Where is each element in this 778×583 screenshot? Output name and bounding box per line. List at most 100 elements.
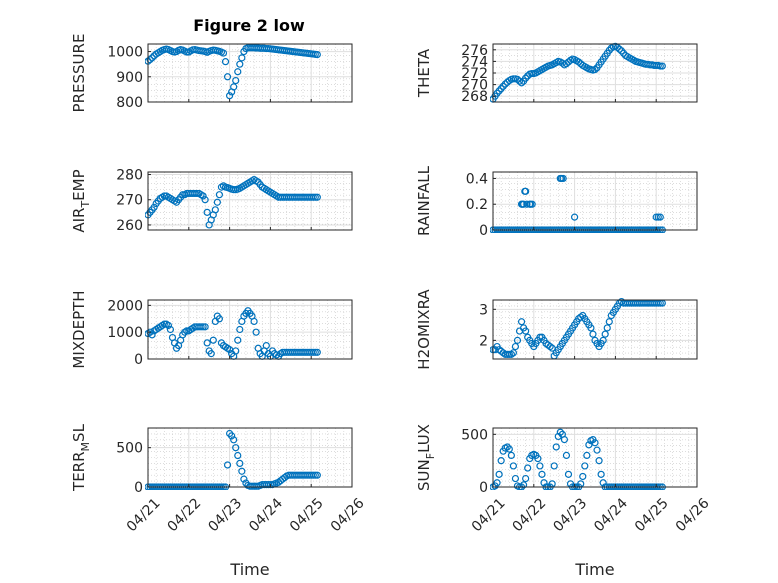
- data-point: [146, 56, 154, 64]
- data-point: [559, 174, 567, 183]
- data-point: [313, 193, 321, 201]
- data-point: [209, 336, 217, 344]
- data-point: [238, 467, 246, 475]
- axes-box-air_temp: [147, 171, 353, 231]
- y-axis-label: THETA: [415, 48, 433, 98]
- y-axis-label: PRESSURE: [70, 34, 88, 113]
- data-point: [313, 348, 321, 356]
- data-point: [183, 48, 191, 56]
- data-point: [603, 324, 611, 332]
- data-point: [507, 451, 515, 459]
- data-point: [215, 191, 223, 199]
- data-point: [505, 350, 513, 358]
- data-point: [238, 54, 246, 62]
- data-point: [234, 336, 242, 344]
- data-point: [309, 193, 317, 201]
- data-point: [550, 462, 558, 470]
- data-point: [601, 330, 609, 338]
- data-point: [605, 318, 613, 326]
- data-point: [536, 462, 544, 470]
- data-point: [232, 444, 240, 452]
- data-point: [517, 318, 526, 326]
- data-point: [495, 470, 503, 478]
- data-point: [597, 470, 605, 478]
- data-point: [203, 208, 211, 216]
- data-point: [230, 436, 238, 444]
- data-point: [311, 471, 319, 479]
- data-point: [554, 432, 562, 441]
- y-tick-label: 3: [479, 302, 488, 318]
- data-point: [552, 443, 560, 451]
- data-point: [519, 481, 528, 489]
- axes-box-h2omixra: [492, 299, 698, 360]
- data-point: [560, 435, 569, 444]
- data-point: [538, 470, 546, 478]
- y-axis-label: H2OMIXRA: [415, 289, 433, 370]
- y-tick-label: 0: [479, 480, 488, 496]
- data-point: [311, 193, 319, 201]
- y-tick-label: 0: [134, 352, 143, 368]
- data-point: [311, 348, 319, 356]
- data-point: [228, 432, 236, 440]
- data-point: [240, 475, 248, 483]
- data-point: [523, 200, 531, 208]
- data-point: [570, 213, 579, 221]
- data-point: [658, 62, 666, 70]
- y-tick-label: 1000: [107, 325, 143, 341]
- data-point: [546, 342, 554, 351]
- data-point: [497, 457, 505, 465]
- y-tick-label: 0: [134, 480, 143, 496]
- series-air_temp: [145, 175, 321, 229]
- data-point: [507, 350, 515, 358]
- y-tick-label: 260: [116, 218, 143, 234]
- data-point: [236, 459, 244, 467]
- series-h2omixra: [490, 297, 666, 360]
- data-point: [656, 213, 664, 221]
- data-point: [493, 479, 501, 487]
- y-tick-label: 800: [116, 95, 143, 111]
- data-point: [562, 451, 571, 459]
- axes-box-sun_flux: [492, 427, 698, 488]
- data-point: [148, 331, 156, 339]
- data-point: [524, 464, 532, 472]
- data-point: [522, 474, 530, 483]
- data-point: [221, 58, 230, 66]
- data-point: [522, 327, 530, 335]
- data-point: [230, 83, 238, 91]
- y-axis-label: MIXDEPTH: [70, 290, 88, 368]
- data-point: [503, 443, 511, 451]
- data-point: [593, 446, 601, 454]
- y-axis-label: TERRMSL: [70, 423, 92, 492]
- y-tick-label: 274: [461, 54, 488, 70]
- data-point: [160, 320, 168, 328]
- y-tick-label: 276: [461, 43, 488, 59]
- data-point: [505, 445, 513, 453]
- data-point: [234, 68, 242, 76]
- data-point: [615, 45, 624, 53]
- y-axis-label: SUNFLUX: [415, 424, 437, 491]
- y-axis-label: RAINFALL: [415, 165, 433, 236]
- data-point: [232, 76, 240, 85]
- y-tick-label: 500: [116, 441, 143, 457]
- data-point: [148, 54, 156, 62]
- data-point: [160, 192, 168, 200]
- data-point: [309, 471, 317, 479]
- axes-mixdepth: 0 1000 2000 MIXDEPTH: [70, 290, 353, 369]
- y-tick-label: 268: [461, 89, 488, 105]
- data-point: [581, 462, 589, 470]
- data-point: [556, 428, 564, 436]
- data-point: [313, 471, 321, 479]
- data-point: [577, 313, 585, 321]
- data-point: [587, 324, 595, 332]
- data-point: [193, 189, 201, 198]
- data-point: [199, 323, 207, 331]
- data-point: [252, 328, 260, 336]
- data-point: [511, 342, 520, 351]
- y-tick-label: 2000: [107, 298, 143, 314]
- axes-rainfall: 0 0.2 0.4 RAINFALL: [415, 165, 698, 239]
- data-point: [234, 451, 242, 460]
- series-mixdepth: [145, 307, 321, 360]
- data-point: [509, 462, 518, 470]
